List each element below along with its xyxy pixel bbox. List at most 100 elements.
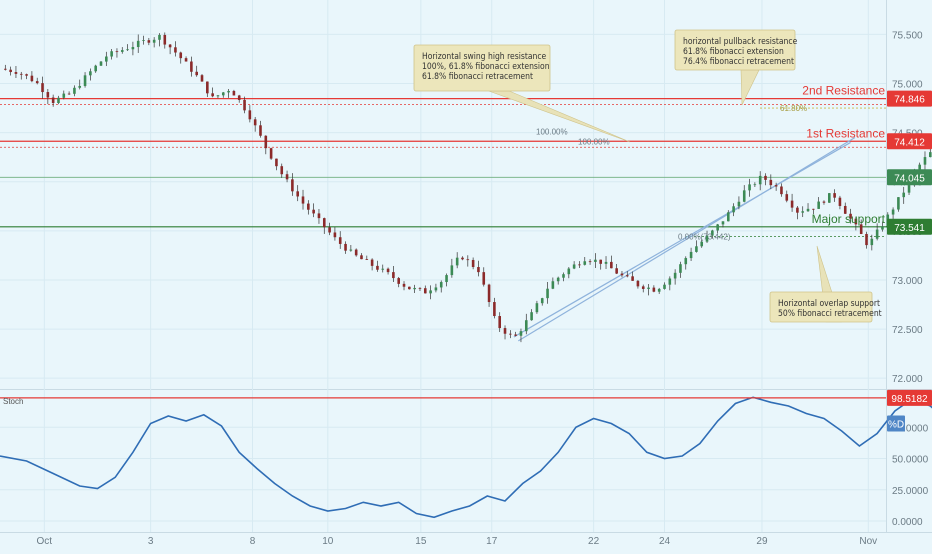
- candle-body: [349, 249, 353, 251]
- candle-body: [902, 192, 906, 198]
- candle-body: [588, 261, 592, 263]
- candle-body: [716, 224, 719, 231]
- note-overlap-line: Horizontal overlap support: [778, 299, 880, 309]
- candle-body: [89, 71, 92, 76]
- candle-body: [338, 237, 342, 244]
- candle-body: [376, 265, 379, 270]
- note-pullback-bg: [674, 29, 796, 71]
- candle-body: [322, 218, 326, 228]
- last-price-tag-text: 74.045: [894, 173, 925, 184]
- candle-body: [174, 47, 177, 53]
- stoch-current-tag-bg: [887, 415, 905, 432]
- candle-body: [721, 221, 725, 225]
- candle-body: [572, 264, 576, 269]
- candle-body: [764, 175, 767, 180]
- level-price-tag: 73.541: [887, 218, 932, 235]
- candle-body: [158, 34, 161, 40]
- candle-body: [227, 90, 230, 93]
- time-tick-label: 29: [756, 536, 768, 547]
- candle-body: [503, 328, 507, 334]
- candle-body: [450, 265, 454, 276]
- candle-body: [493, 302, 496, 317]
- candle-body: [471, 259, 475, 268]
- stoch-level-tag: 98.5182: [887, 389, 932, 406]
- candle-body: [859, 224, 863, 234]
- candle-body: [540, 298, 544, 304]
- candle-body: [689, 251, 693, 259]
- time-tick-label: 24: [659, 536, 671, 547]
- candle-body: [737, 201, 741, 207]
- candle-body: [275, 158, 278, 167]
- price-tick-label: 72.000: [892, 374, 923, 385]
- candle-body: [774, 185, 778, 187]
- candle-body: [466, 259, 470, 261]
- candle-body: [62, 93, 66, 98]
- candle-body: [142, 40, 145, 41]
- candle-body: [827, 193, 831, 203]
- candle-body: [487, 284, 491, 303]
- candle-body: [748, 184, 751, 191]
- candle-body: [594, 259, 597, 262]
- candle-body: [758, 175, 762, 185]
- candle-body: [216, 95, 220, 97]
- candle-body: [445, 275, 448, 283]
- candle-body: [647, 287, 650, 289]
- note-swing-high-line: 61.8% fibonacci retracement: [422, 72, 533, 82]
- candle-body: [25, 74, 28, 76]
- candle-body: [641, 286, 645, 289]
- candle-body: [237, 95, 241, 100]
- candle-body: [790, 200, 794, 208]
- osc-tick-label: 0.0000: [892, 517, 923, 528]
- candle-body: [785, 194, 789, 201]
- candle-body: [312, 209, 315, 214]
- candle-body: [599, 259, 603, 264]
- candle-body: [190, 61, 193, 72]
- candle-body: [259, 125, 262, 136]
- candle-body: [620, 273, 624, 276]
- level-price-tag-text: 73.541: [894, 223, 925, 234]
- candle-body: [498, 316, 502, 329]
- candle-body: [833, 193, 836, 198]
- candle-body: [684, 258, 688, 265]
- fib-label: 100.00%: [536, 128, 568, 137]
- candle-body: [918, 164, 921, 173]
- candle-body: [636, 280, 640, 287]
- candle-body: [301, 196, 305, 204]
- candle-body: [801, 211, 805, 213]
- candle-body: [365, 259, 369, 260]
- price-tick-label: 72.500: [892, 325, 923, 336]
- candle-body: [211, 93, 214, 97]
- candle-body: [126, 49, 129, 51]
- candle-body: [578, 264, 581, 266]
- candle-body: [668, 278, 672, 285]
- candle-body: [57, 97, 60, 104]
- last-price-tag: 74.045: [887, 169, 932, 186]
- last-price-tag-bg: [887, 169, 932, 186]
- candle-body: [812, 208, 815, 210]
- candle-body: [402, 283, 406, 287]
- level-price-tag-bg: [887, 90, 932, 107]
- candle-body: [19, 73, 23, 75]
- candle-body: [168, 44, 172, 48]
- candle-body: [296, 191, 299, 197]
- time-tick-label: 3: [148, 536, 154, 547]
- stoch-current-tag: %D: [887, 415, 905, 432]
- candle-body: [248, 110, 252, 120]
- stoch-current-tag-text: %D: [888, 420, 904, 431]
- candle-body: [163, 34, 167, 45]
- candle-body: [413, 287, 416, 290]
- note-swing-high-line: Horizontal swing high resistance: [422, 52, 547, 62]
- candle-body: [631, 276, 634, 281]
- candle-body: [429, 290, 432, 294]
- candle-body: [726, 212, 730, 222]
- candle-body: [652, 287, 656, 292]
- candle-body: [269, 148, 273, 159]
- candle-body: [625, 275, 629, 277]
- candle-body: [381, 268, 385, 270]
- candle-body: [392, 272, 395, 279]
- candle-body: [200, 75, 204, 82]
- candle-body: [881, 226, 884, 230]
- level-name: 2nd Resistance: [802, 84, 885, 98]
